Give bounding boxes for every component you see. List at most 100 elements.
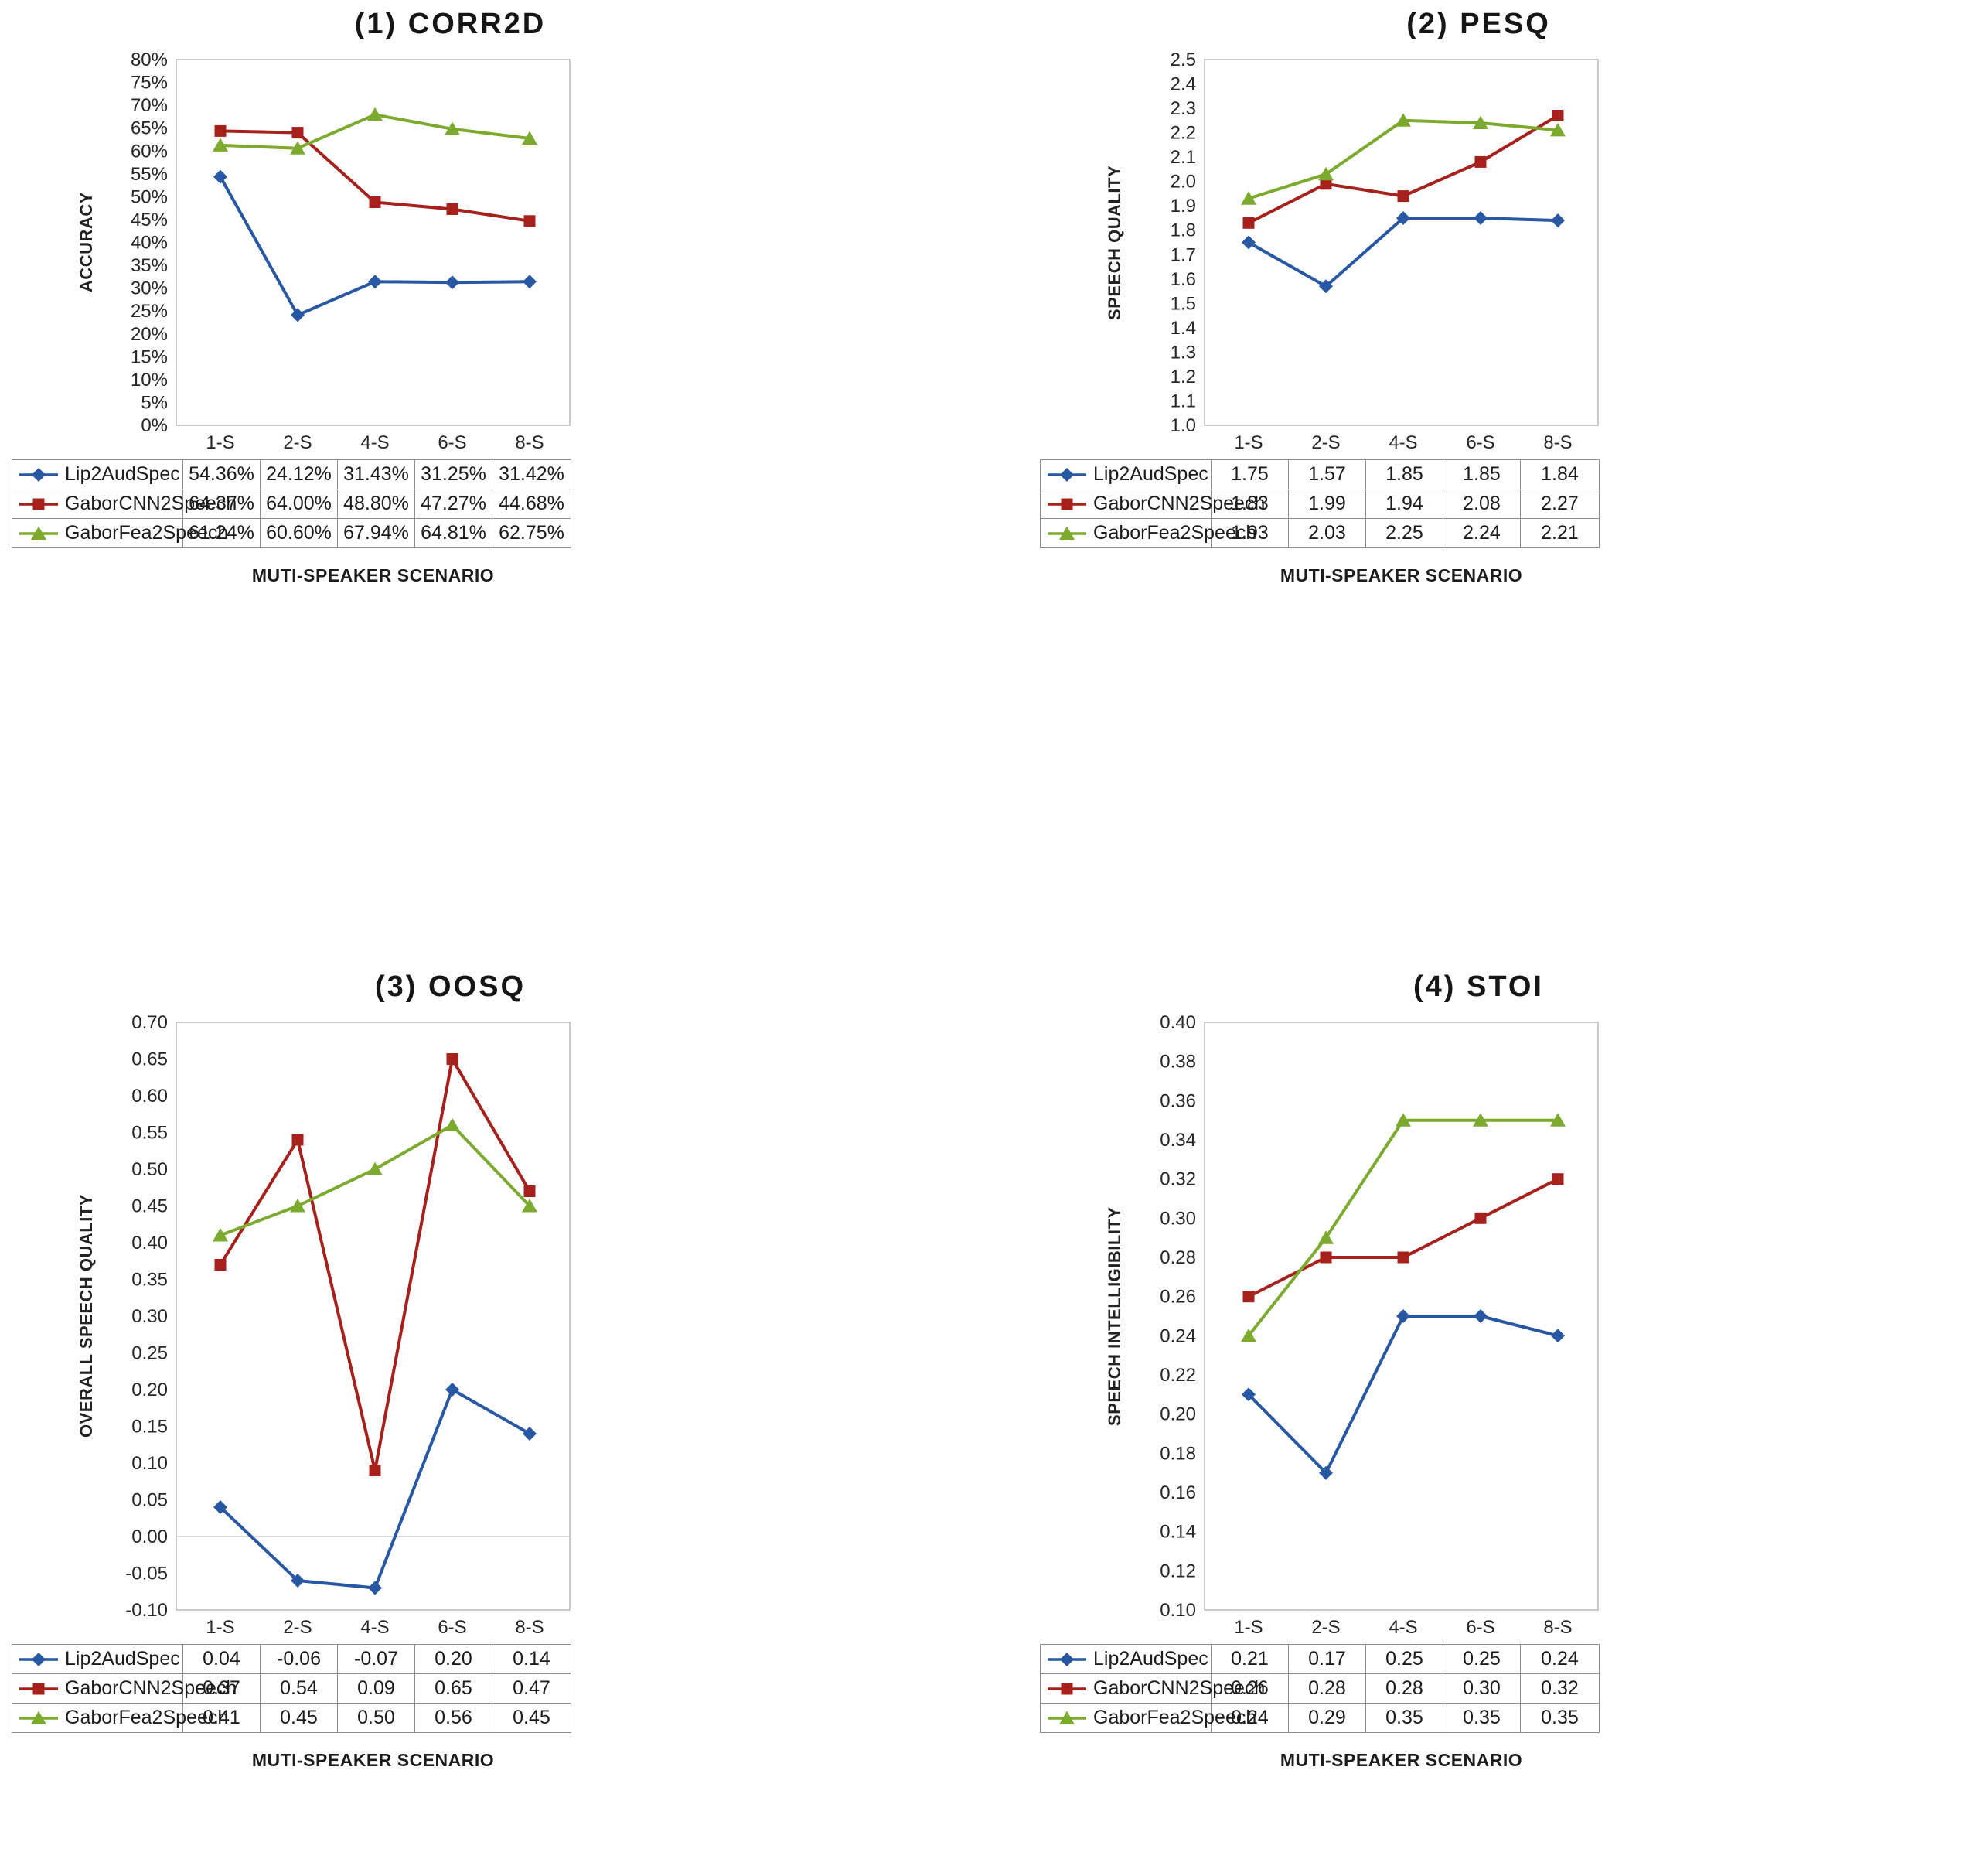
y-tick-label: 65% xyxy=(131,118,168,139)
table-value: 2.08 xyxy=(1443,489,1521,519)
legend-cell: GaborFea2Speech xyxy=(12,1703,228,1733)
plot-frame xyxy=(1204,59,1599,426)
triangle-marker xyxy=(213,138,228,152)
diamond-marker xyxy=(1319,1465,1333,1480)
square-marker xyxy=(1474,155,1487,168)
y-tick-label: 75% xyxy=(131,73,168,94)
y-tick-label: 0.36 xyxy=(1160,1090,1196,1111)
square-marker xyxy=(291,127,304,139)
triangle-marker xyxy=(522,1199,537,1213)
table-value: 0.28 xyxy=(1288,1673,1366,1704)
table-value: 0.37 xyxy=(182,1673,261,1704)
y-tick-label: 45% xyxy=(131,210,168,230)
table-value: 0.17 xyxy=(1288,1644,1366,1674)
y-tick-label: 0.22 xyxy=(1160,1365,1196,1386)
y-tick-label: 0.25 xyxy=(131,1343,168,1364)
triangle-marker xyxy=(1318,1230,1334,1244)
y-tick-label: 0.24 xyxy=(1160,1325,1196,1346)
triangle-marker xyxy=(522,131,537,145)
x-tick-label: 4-S xyxy=(360,1617,389,1638)
y-tick-label: 2.3 xyxy=(1171,98,1196,119)
y-tick-label: 0.50 xyxy=(131,1159,168,1180)
legend-series-name: Lip2AudSpec xyxy=(1093,1648,1208,1670)
table-value: 1.94 xyxy=(1365,489,1443,519)
table-value: 2.25 xyxy=(1365,518,1443,548)
y-tick-label: 0.40 xyxy=(1160,1013,1196,1033)
y-tick-label: 0.14 xyxy=(1160,1522,1196,1543)
table-value: 48.80% xyxy=(337,489,415,519)
legend-key-square-icon xyxy=(19,498,58,510)
square-marker xyxy=(1474,1212,1487,1224)
x-tick-label: 4-S xyxy=(360,432,389,453)
table-value: 0.50 xyxy=(337,1703,415,1733)
diamond-marker xyxy=(523,275,537,289)
y-tick-label: 0.35 xyxy=(131,1270,168,1291)
table-value: -0.06 xyxy=(260,1644,338,1674)
y-tick-label: 0.20 xyxy=(131,1380,168,1400)
table-value: 0.65 xyxy=(414,1673,492,1704)
y-tick-label: 2.4 xyxy=(1171,74,1196,95)
legend-cell: GaborFea2Speech xyxy=(1040,1703,1256,1733)
table-value: 31.42% xyxy=(492,459,571,489)
y-axis-title: ACCURACY xyxy=(77,192,96,293)
y-tick-label: 55% xyxy=(131,164,168,185)
data-table: Lip2AudSpec 1.75 1.57 1.85 1.85 1.84 GaborCNN2… xyxy=(1040,459,1600,548)
triangle-marker xyxy=(1550,122,1566,137)
square-marker xyxy=(1397,1251,1409,1264)
triangle-marker xyxy=(1550,1113,1566,1127)
chart-panel-corr2d: (1) CORR2D ACCURACY 80% 75% 70% 65% 60% 55% 50… xyxy=(0,0,990,938)
panel-content: (4) STOI SPEECH INTELLIGIBILITY 0.40 0.38… xyxy=(1040,970,1917,1771)
y-tick-label: 0.60 xyxy=(131,1086,168,1107)
x-axis-title: MUTI-SPEAKER SCENARIO xyxy=(251,1750,495,1770)
y-tick-label: 0.05 xyxy=(131,1490,168,1511)
square-marker xyxy=(1320,1251,1332,1264)
table-row: GaborFea2Speech 0.41 0.45 0.50 0.56 0.45 xyxy=(12,1703,571,1733)
y-tick-label: 1.5 xyxy=(1171,293,1196,314)
x-tick-label: 8-S xyxy=(1543,1617,1572,1638)
table-value: 0.28 xyxy=(1365,1673,1443,1704)
legend-series-name: Lip2AudSpec xyxy=(65,463,180,485)
y-tick-label: 0.34 xyxy=(1160,1130,1196,1151)
legend-key-square-icon xyxy=(19,1683,58,1694)
x-tick-label: 6-S xyxy=(438,1617,466,1638)
table-value: 47.27% xyxy=(414,489,492,519)
table-row: GaborCNN2Speech 0.26 0.28 0.28 0.30 0.32 xyxy=(1040,1673,1600,1704)
legend-series-name: GaborFea2Speech xyxy=(65,1707,229,1728)
triangle-marker xyxy=(367,107,383,121)
x-tick-label: 1-S xyxy=(206,432,234,453)
square-marker xyxy=(446,203,458,215)
y-tick-label: 50% xyxy=(131,186,168,207)
diamond-marker xyxy=(291,1574,305,1588)
legend-key-triangle-icon xyxy=(1048,1711,1086,1724)
square-marker xyxy=(214,124,227,137)
triangle-marker xyxy=(367,1161,383,1175)
x-tick-label: 2-S xyxy=(1311,1617,1340,1638)
y-tick-label: 80% xyxy=(131,50,168,70)
y-tick-label: 1.1 xyxy=(1171,391,1196,412)
y-tick-label: 0.26 xyxy=(1160,1287,1196,1308)
table-row: GaborCNN2Speech 64.37% 64.00% 48.80% 47.27% 4… xyxy=(12,489,571,519)
table-value: 64.37% xyxy=(182,489,261,519)
y-tick-label: 0.30 xyxy=(131,1306,168,1327)
legend-cell: Lip2AudSpec xyxy=(12,1644,183,1674)
y-tick-label: 30% xyxy=(131,278,168,299)
table-value: 0.21 xyxy=(1211,1644,1289,1674)
legend-key-diamond-icon xyxy=(19,1652,58,1666)
triangle-marker xyxy=(1473,115,1488,129)
plot-area: 2.5 2.4 2.3 2.2 2.1 2.0 1.9 1.8 1.7 1.6 1.5 1.4 1.3 1… xyxy=(1040,50,1917,458)
table-value: 64.00% xyxy=(260,489,338,519)
x-tick-label: 8-S xyxy=(1543,432,1572,453)
square-marker xyxy=(1552,1173,1564,1185)
legend-cell: Lip2AudSpec xyxy=(1040,1644,1212,1674)
y-tick-label: 60% xyxy=(131,141,168,162)
chart-title: (4) STOI xyxy=(1413,970,1544,1003)
y-tick-label: 1.6 xyxy=(1171,269,1196,290)
y-tick-label: 0.12 xyxy=(1160,1560,1196,1581)
y-tick-label: 1.2 xyxy=(1171,367,1196,387)
diamond-marker xyxy=(1474,211,1488,225)
y-tick-label: 0% xyxy=(141,415,168,436)
legend-cell: GaborCNN2Speech xyxy=(1040,1673,1265,1704)
table-value: 0.45 xyxy=(260,1703,338,1733)
diamond-marker xyxy=(1474,1309,1488,1323)
table-value: 1.83 xyxy=(1211,489,1289,519)
